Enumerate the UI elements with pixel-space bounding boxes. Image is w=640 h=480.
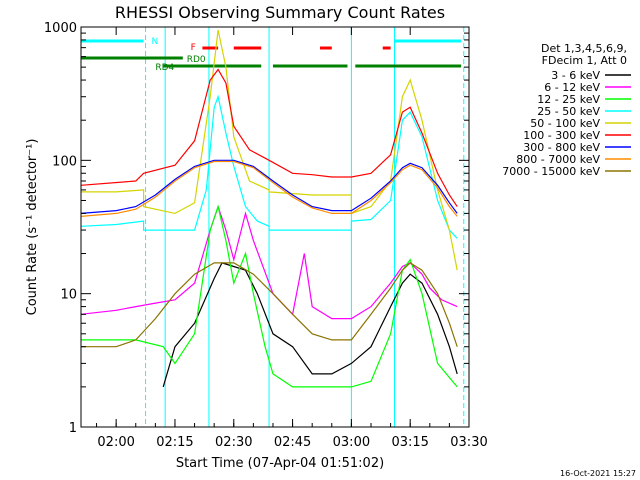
- x-tick-label: 02:15: [156, 435, 193, 450]
- flag-label-f: F: [191, 43, 196, 53]
- legend-label: 100 - 300 keV: [523, 129, 600, 142]
- series-line: [162, 262, 458, 388]
- legend-label: 800 - 7000 keV: [516, 153, 600, 166]
- legend-label: 7000 - 15000 keV: [502, 165, 600, 178]
- legend-label: 3 - 6 keV: [551, 69, 600, 82]
- x-tick-label: 03:15: [391, 435, 428, 450]
- footer-date: 16-Oct-2021 15:27: [560, 469, 636, 478]
- y-tick-label: 10: [60, 288, 77, 303]
- flag-label-n: N: [151, 37, 158, 47]
- series-line: [80, 94, 458, 239]
- x-tick-label: 02:45: [274, 435, 311, 450]
- plot-area: N F RD0 RD4: [80, 27, 465, 427]
- flag-label-rd0: RD0: [187, 55, 206, 65]
- x-tick-label: 02:00: [97, 435, 134, 450]
- legend-label: 50 - 100 keV: [530, 117, 600, 130]
- legend-label: 6 - 12 keV: [544, 81, 600, 94]
- y-tick-label: 1000: [44, 21, 77, 36]
- plot-frame: [80, 26, 470, 428]
- legend: Det 1,3,4,5,6,9,FDecim 1, Att 0 3 - 6 keV…: [502, 42, 631, 178]
- legend-header: Det 1,3,4,5,6,9,: [541, 42, 627, 55]
- legend-label: 12 - 25 keV: [537, 93, 600, 106]
- x-tick-label: 02:30: [215, 435, 252, 450]
- legend-header: FDecim 1, Att 0: [542, 54, 627, 67]
- y-tick-label: 100: [52, 154, 77, 169]
- series-line: [80, 262, 458, 348]
- series-line: [80, 159, 458, 214]
- flag-label-rd4: RD4: [155, 63, 174, 73]
- legend-label: 25 - 50 keV: [537, 105, 600, 118]
- chart-title: RHESSI Observing Summary Count Rates: [115, 3, 445, 22]
- x-tick-label: 03:30: [450, 435, 487, 450]
- x-tick-label: 03:00: [333, 435, 370, 450]
- series-line: [80, 29, 458, 271]
- x-axis-label: Start Time (07-Apr-04 01:51:02): [176, 456, 384, 471]
- series-line: [80, 160, 458, 217]
- series-line: [80, 68, 458, 207]
- y-tick-label: 1: [69, 421, 77, 436]
- y-axis-label: Count Rate (s⁻¹ detector⁻¹): [25, 139, 40, 316]
- axes: 02:00 02:15 02:30 02:45 03:00 03:15 03:30 1 10 10…: [44, 21, 488, 450]
- legend-label: 300 - 800 keV: [523, 141, 600, 154]
